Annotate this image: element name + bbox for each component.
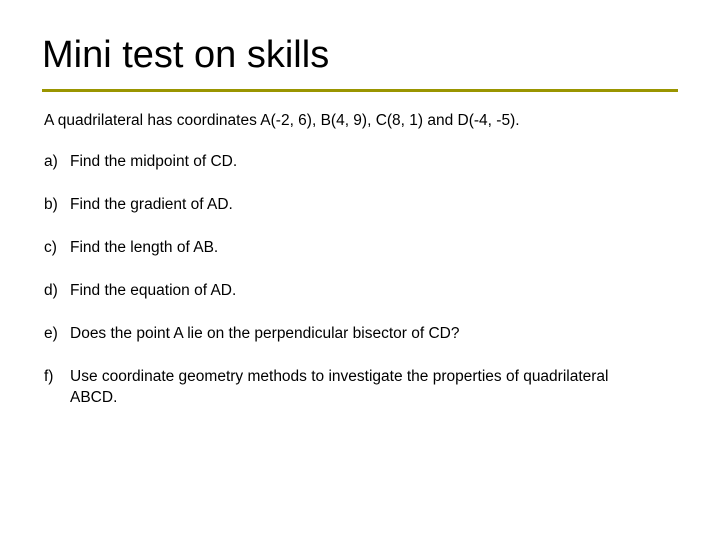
item-text: Does the point A lie on the perpendicula… [70,324,678,345]
item-text: Find the length of AB. [70,238,678,259]
list-item: e) Does the point A lie on the perpendic… [44,324,678,345]
slide: Mini test on skills A quadrilateral has … [0,0,720,540]
list-item: d) Find the equation of AD. [44,281,678,302]
item-label: d) [44,281,70,302]
item-label: a) [44,152,70,173]
item-text: Find the gradient of AD. [70,195,678,216]
item-label: b) [44,195,70,216]
slide-title: Mini test on skills [42,34,678,87]
item-label: f) [44,367,70,388]
item-text: Use coordinate geometry methods to inves… [70,367,678,409]
item-text: Find the equation of AD. [70,281,678,302]
question-list: a) Find the midpoint of CD. b) Find the … [42,152,678,408]
list-item: b) Find the gradient of AD. [44,195,678,216]
list-item: a) Find the midpoint of CD. [44,152,678,173]
title-underline [42,89,678,92]
intro-text: A quadrilateral has coordinates A(-2, 6)… [42,112,678,130]
list-item: c) Find the length of AB. [44,238,678,259]
item-label: c) [44,238,70,259]
list-item: f) Use coordinate geometry methods to in… [44,367,678,409]
item-label: e) [44,324,70,345]
item-text: Find the midpoint of CD. [70,152,678,173]
